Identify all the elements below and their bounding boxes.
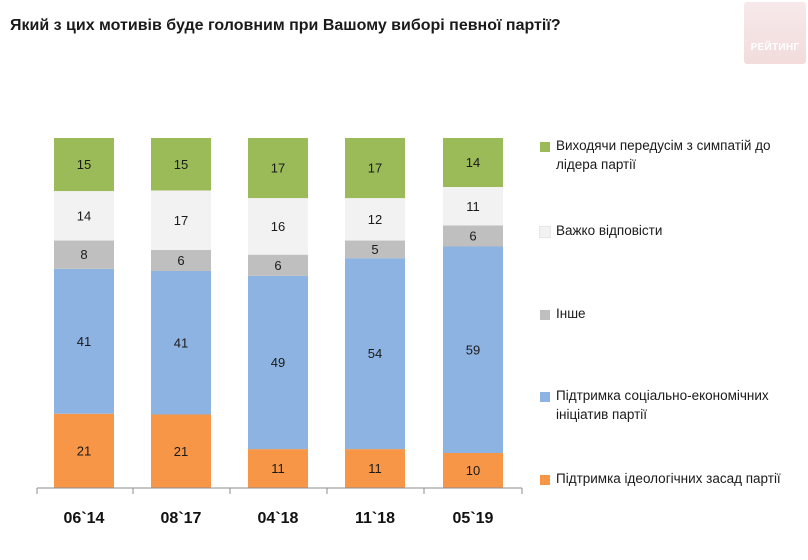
bar-segment	[345, 138, 405, 199]
bar-segment	[345, 449, 405, 488]
legend-label: Виходячи передусім з симпатій до лідера …	[556, 138, 771, 172]
data-label: 54	[368, 346, 382, 361]
bar-segment	[345, 198, 405, 241]
data-label: 14	[77, 208, 91, 223]
legend-swatch	[539, 226, 551, 238]
x-tick-label: 11`18	[355, 510, 395, 527]
bar-segment	[151, 190, 211, 250]
data-label: 49	[271, 355, 285, 370]
data-label: 21	[77, 443, 91, 458]
bar-segment	[443, 453, 503, 488]
legend-swatch	[540, 392, 550, 402]
chart-title: Який з цих мотивів буде головним при Ваш…	[10, 17, 561, 34]
bar-segment	[345, 258, 405, 450]
x-tick-label: 04`18	[258, 510, 299, 527]
legend-label: Підтримка соціально-економічних ініціати…	[556, 388, 769, 422]
data-label: 17	[174, 213, 188, 228]
bar-segment	[248, 275, 308, 450]
data-label: 5	[371, 242, 378, 257]
data-label: 6	[177, 253, 184, 268]
data-label: 17	[368, 161, 382, 176]
bar-segment	[151, 138, 211, 191]
bar-segment	[248, 198, 308, 255]
legend-label: Підтримка ідеологічних засад партії	[556, 471, 781, 486]
rating-logo: РЕЙТИНГ	[744, 2, 806, 64]
bar-segment	[54, 413, 114, 488]
x-tick-label: 06`14	[64, 510, 105, 527]
bar-segment	[443, 138, 503, 187]
bar-segment	[443, 225, 503, 247]
data-label: 16	[271, 219, 285, 234]
data-label: 6	[274, 258, 281, 273]
legend-label: Важко відповісти	[556, 223, 663, 238]
bar-segment	[54, 191, 114, 241]
x-tick-label: 08`17	[161, 510, 202, 527]
legend-label: Інше	[556, 306, 586, 321]
logo-text: РЕЙТИНГ	[750, 42, 800, 53]
data-label: 11	[466, 199, 480, 214]
data-label: 41	[77, 334, 91, 349]
data-label: 17	[271, 161, 285, 176]
x-tick-label: 05`19	[453, 510, 494, 527]
data-label: 6	[469, 229, 476, 244]
data-label: 21	[174, 444, 188, 459]
data-label: 41	[174, 335, 188, 350]
legend-swatch	[540, 475, 550, 485]
bar-segment	[248, 138, 308, 199]
bar-segment	[345, 240, 405, 259]
bar-segment	[151, 271, 211, 415]
data-label: 12	[368, 212, 382, 227]
bar-segment	[151, 250, 211, 271]
data-label: 15	[77, 157, 91, 172]
data-label: 14	[466, 155, 480, 170]
bar-segment	[443, 187, 503, 226]
bar-segment	[248, 449, 308, 488]
bar-segment	[54, 268, 114, 414]
data-label: 10	[466, 463, 480, 478]
data-label: 11	[271, 461, 285, 476]
data-label: 8	[80, 247, 87, 262]
legend-swatch	[540, 142, 550, 152]
bar-segment	[54, 240, 114, 269]
bar-segment	[443, 246, 503, 453]
bar-segment	[54, 138, 114, 192]
data-label: 59	[466, 342, 480, 357]
data-label: 15	[174, 157, 188, 172]
bar-segment	[151, 414, 211, 488]
data-label: 11	[368, 461, 382, 476]
bar-segment	[248, 254, 308, 276]
legend-swatch	[540, 310, 550, 320]
